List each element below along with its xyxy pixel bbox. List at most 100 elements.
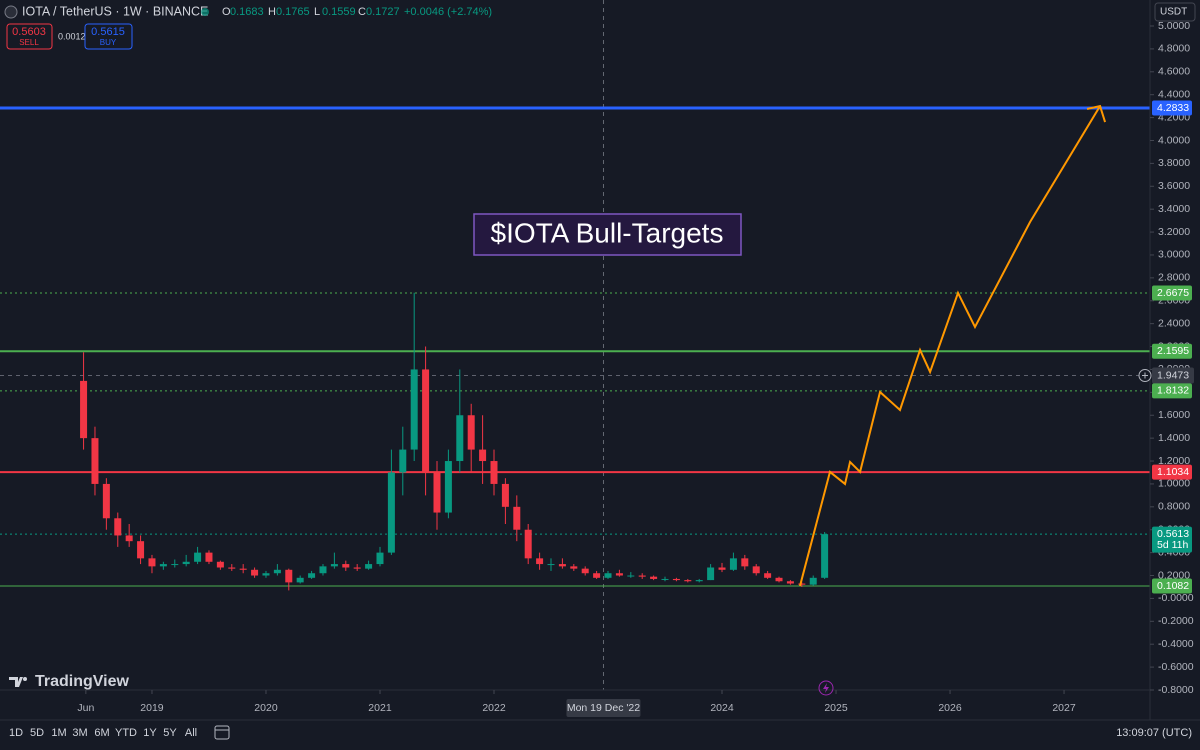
- candle-body: [501, 483, 509, 507]
- candle-body: [638, 575, 646, 577]
- crosshair-x-label-bg: [566, 699, 641, 717]
- candle-body: [273, 569, 281, 574]
- y-tick-label: 3.6000: [1158, 180, 1190, 192]
- y-tick-label: 1.6000: [1158, 409, 1190, 421]
- level-label: 1.8132: [1157, 385, 1189, 397]
- symbol[interactable]: IOTA / TetherUS · 1W · BINANCE: [22, 4, 208, 18]
- ohlc-value: 0.1765: [276, 6, 310, 18]
- range-button[interactable]: All: [185, 727, 197, 739]
- range-button[interactable]: 6M: [94, 727, 109, 739]
- candle-body: [91, 438, 99, 484]
- level-label: 2.1595: [1157, 345, 1189, 357]
- x-tick-label: 2026: [938, 702, 962, 714]
- range-button[interactable]: 1M: [51, 727, 66, 739]
- y-tick-label: 3.8000: [1158, 157, 1190, 169]
- candle-body: [570, 566, 578, 569]
- y-tick-label: 1.2000: [1158, 455, 1190, 467]
- candle-body: [80, 380, 88, 439]
- candle-body: [159, 564, 167, 567]
- candle-body: [581, 568, 589, 574]
- candle-body: [786, 581, 794, 584]
- projection-arrowhead: [1086, 104, 1107, 123]
- buy-label[interactable]: BUY: [100, 38, 117, 47]
- candle-body: [330, 564, 338, 567]
- candle-body: [741, 558, 749, 567]
- candle-body: [171, 564, 179, 566]
- crosshair-y-label: 1.9473: [1157, 369, 1189, 381]
- candle-body: [707, 567, 715, 581]
- candle-body: [216, 561, 224, 568]
- y-tick-label: 0.2000: [1158, 569, 1190, 581]
- candle-body: [114, 518, 122, 536]
- y-tick-label: -0.6000: [1158, 661, 1194, 673]
- range-button[interactable]: 5Y: [163, 727, 177, 739]
- title-box: [473, 213, 742, 256]
- event-icon[interactable]: [818, 680, 834, 696]
- x-tick-label: 2027: [1052, 702, 1076, 714]
- range-button[interactable]: YTD: [115, 727, 137, 739]
- range-button[interactable]: 3M: [72, 727, 87, 739]
- sell-label[interactable]: SELL: [19, 38, 39, 47]
- candle-body: [182, 561, 190, 565]
- y-tick-label: 0.8000: [1158, 501, 1190, 513]
- level-label-bg: [1152, 578, 1192, 594]
- change: +0.0046 (+2.74%): [404, 6, 492, 18]
- range-button[interactable]: 1Y: [143, 727, 157, 739]
- y-tick-label: 3.0000: [1158, 249, 1190, 261]
- candle-body: [467, 415, 475, 450]
- candle-body: [604, 573, 612, 578]
- buy-button[interactable]: [84, 23, 133, 50]
- currency-button[interactable]: [1154, 2, 1196, 22]
- y-tick-label: 3.4000: [1158, 203, 1190, 215]
- level-sublabel: 5d 11h: [1157, 539, 1188, 551]
- y-tick-label: 5.0000: [1158, 20, 1190, 32]
- level-label: 1.1034: [1157, 466, 1189, 478]
- candle-body: [593, 573, 601, 578]
- candle-body: [798, 583, 806, 585]
- projection-line: [799, 105, 1101, 587]
- candle-body: [536, 558, 544, 565]
- currency[interactable]: USDT: [1160, 7, 1187, 18]
- range-toolbar: 1D 5D 1M 3M 6M YTD 1Y 5Y All: [9, 727, 197, 739]
- candle-body: [479, 449, 487, 462]
- candle-body: [308, 573, 316, 578]
- candle-body: [102, 483, 110, 519]
- event-icon-bolt: [823, 683, 829, 693]
- level-label-bg: [1152, 285, 1192, 301]
- y-tick-label: -0.8000: [1158, 684, 1194, 696]
- brand-logo-dot: [23, 677, 27, 681]
- level-label: 0.5613: [1157, 528, 1189, 540]
- candle-body: [399, 449, 407, 473]
- candle-body: [353, 567, 361, 569]
- buy-price[interactable]: 0.5615: [91, 26, 125, 38]
- candle-body: [194, 552, 202, 562]
- sell-price[interactable]: 0.5603: [12, 26, 46, 38]
- symbol-icon: [4, 5, 18, 19]
- candle-body: [387, 472, 395, 553]
- candle-body: [547, 564, 555, 566]
- y-tick-label: 4.0000: [1158, 134, 1190, 146]
- x-tick-label: 2024: [710, 702, 734, 714]
- candle-body: [490, 461, 498, 484]
- y-tick-label: 4.8000: [1158, 43, 1190, 55]
- level-label-bg: [1152, 464, 1192, 480]
- calendar-button[interactable]: [214, 725, 230, 740]
- crosshair-add-icon: [1142, 372, 1148, 379]
- range-button[interactable]: 5D: [30, 727, 44, 739]
- sell-button[interactable]: [6, 23, 53, 50]
- candle-body: [228, 567, 236, 569]
- y-tick-label: 1.4000: [1158, 432, 1190, 444]
- ohlc-value: 0.1559: [322, 6, 356, 18]
- candle-body: [285, 569, 293, 583]
- ohlc-legend: O 0.1683 H 0.1765 L 0.1559 C 0.1727: [222, 6, 400, 18]
- range-button[interactable]: 1D: [9, 727, 23, 739]
- candle-body: [821, 534, 829, 578]
- candle-body: [137, 541, 145, 559]
- spread: 0.0012: [58, 31, 86, 41]
- candle-body: [148, 558, 156, 567]
- y-tick-label: 4.6000: [1158, 66, 1190, 78]
- chart-title: $IOTA Bull-Targets: [491, 217, 724, 248]
- y-tick-label: 2.8000: [1158, 272, 1190, 284]
- ohlc-value: 0.1683: [230, 6, 264, 18]
